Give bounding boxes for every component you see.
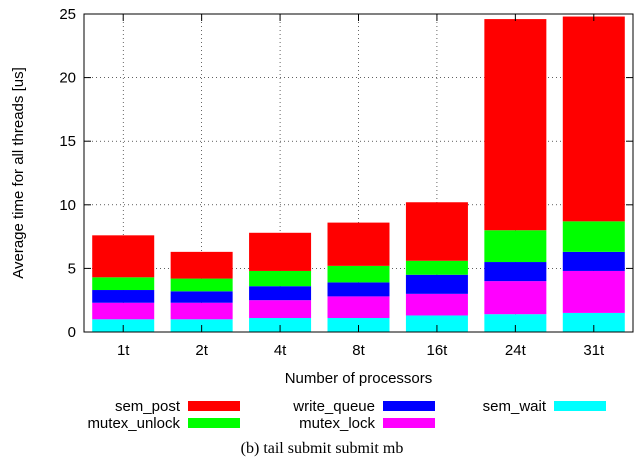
bar-write-queue-4t: [249, 286, 312, 301]
bar-mutex-lock-24t: [484, 281, 547, 315]
bar-sem-post-16t: [405, 202, 468, 261]
legend-swatch-sem-post: [188, 401, 240, 411]
bar-mutex-unlock-2t: [170, 278, 233, 292]
bar-mutex-lock-16t: [405, 293, 468, 316]
bar-mutex-unlock-24t: [484, 230, 547, 263]
axis-ticks: 0 5 10 15 20 25 1t 2t 4t 8t 16t 24t 31t: [59, 6, 633, 359]
bar-sem-wait-31t: [562, 312, 625, 332]
stacked-bar-chart: 0 5 10 15 20 25 1t 2t 4t 8t 16t 24t 31t Number of pr…: [10, 6, 634, 432]
figure-caption: (b) tail submit submit mb: [240, 440, 404, 457]
y-tick-label: 20: [59, 70, 76, 87]
x-tick-label: 1t: [117, 342, 130, 359]
x-tick-label: 16t: [426, 342, 448, 359]
bar-sem-post-8t: [327, 222, 390, 266]
legend-swatch-write-queue: [383, 401, 435, 411]
bar-sem-post-24t: [484, 19, 547, 231]
y-tick-label: 15: [59, 133, 76, 150]
bar-write-queue-8t: [327, 282, 390, 297]
bar-mutex-unlock-4t: [249, 270, 312, 287]
legend-swatch-mutex-lock: [383, 418, 435, 428]
legend-label-mutex-lock: mutex_lock: [299, 415, 375, 432]
bar-sem-wait-16t: [405, 315, 468, 332]
legend-label-write-queue: write_queue: [292, 398, 375, 415]
legend-swatch-sem-wait: [554, 401, 606, 411]
x-tick-label: 4t: [274, 342, 287, 359]
bar-mutex-lock-1t: [92, 302, 155, 320]
y-tick-label: 25: [59, 6, 76, 23]
bar-mutex-lock-2t: [170, 302, 233, 320]
bar-mutex-unlock-16t: [405, 260, 468, 275]
bar-mutex-lock-8t: [327, 296, 390, 319]
bar-mutex-unlock-31t: [562, 221, 625, 252]
y-tick-label: 0: [68, 324, 76, 341]
bar-write-queue-24t: [484, 262, 547, 282]
legend-label-sem-wait: sem_wait: [483, 398, 547, 415]
x-tick-label: 8t: [352, 342, 365, 359]
bar-sem-post-31t: [562, 16, 625, 222]
bar-sem-post-1t: [92, 235, 155, 278]
y-axis-label: Average time for all threads [us]: [10, 67, 27, 279]
x-tick-label: 2t: [195, 342, 208, 359]
bar-sem-post-4t: [249, 232, 312, 271]
y-tick-label: 10: [59, 197, 76, 214]
x-tick-label: 24t: [505, 342, 527, 359]
bars: [92, 16, 625, 332]
bar-mutex-unlock-8t: [327, 265, 390, 283]
bar-write-queue-2t: [170, 291, 233, 303]
bar-mutex-lock-31t: [562, 270, 625, 313]
y-tick-label: 5: [68, 260, 76, 277]
bar-write-queue-16t: [405, 274, 468, 294]
bar-sem-wait-24t: [484, 314, 547, 332]
legend-label-mutex-unlock: mutex_unlock: [87, 415, 180, 432]
legend-swatch-mutex-unlock: [188, 418, 240, 428]
x-axis-label: Number of processors: [285, 370, 433, 387]
bar-mutex-lock-4t: [249, 300, 312, 319]
bar-write-queue-31t: [562, 251, 625, 271]
bar-write-queue-1t: [92, 290, 155, 303]
bar-mutex-unlock-1t: [92, 277, 155, 291]
bar-sem-post-2t: [170, 251, 233, 279]
x-tick-label: 31t: [583, 342, 605, 359]
legend-label-sem-post: sem_post: [115, 398, 181, 415]
